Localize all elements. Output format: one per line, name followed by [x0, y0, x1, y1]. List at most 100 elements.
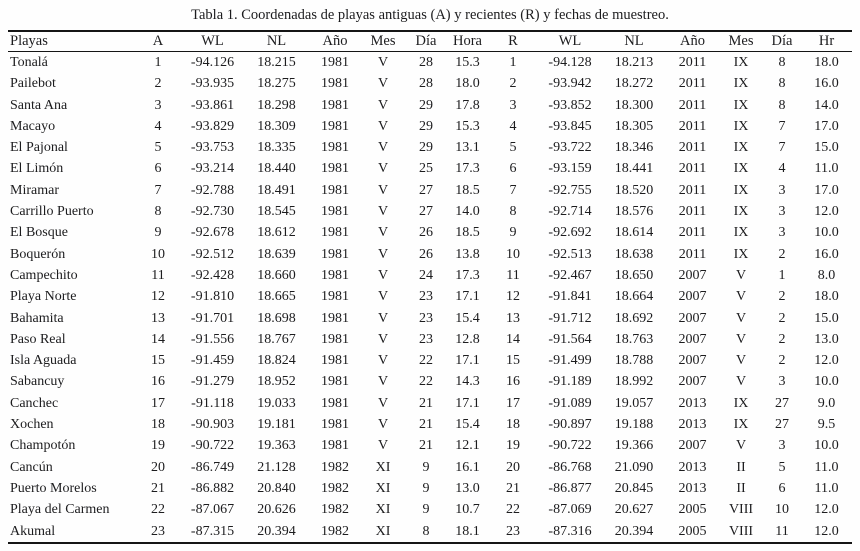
cell-playas: El Pajonal: [10, 140, 68, 156]
cell-wl-reciente: -93.852: [548, 97, 592, 113]
cell-hora-antigua: 15.3: [455, 118, 480, 134]
cell-hora-antigua: 13.1: [455, 140, 480, 156]
cell-mes-reciente: IX: [733, 225, 749, 241]
cell-nl-reciente: 18.992: [614, 374, 654, 390]
cell-wl-antigua: -87.067: [190, 502, 235, 518]
cell-wl-reciente: -86.877: [548, 480, 592, 496]
cell-playas: Xochen: [10, 417, 54, 433]
cell-playas: Paso Real: [10, 331, 66, 347]
cell-wl-reciente: -92.692: [548, 225, 592, 241]
cell-hora-antigua: 14.0: [455, 204, 480, 220]
cell-mes-reciente: V: [735, 374, 747, 390]
cell-dia-antigua: 21: [419, 417, 433, 433]
cell-dia-antigua: 27: [419, 182, 433, 198]
cell-a: 23: [151, 523, 165, 539]
cell-dia-antigua: 26: [419, 225, 433, 241]
cell-dia-reciente: 8: [778, 76, 786, 92]
cell-a: 4: [154, 118, 162, 134]
cell-playas: Champotón: [10, 438, 76, 454]
cell-ano-antigua: 1982: [321, 502, 349, 518]
cell-hora-antigua: 12.1: [455, 438, 480, 454]
cell-hr-reciente: 12.0: [814, 353, 839, 369]
cell-hr-reciente: 17.0: [814, 182, 839, 198]
cell-wl-reciente: -91.564: [548, 331, 592, 347]
cell-mes-reciente: IX: [733, 140, 749, 156]
cell-dia-antigua: 28: [419, 55, 433, 70]
cell-dia-reciente: 3: [778, 225, 786, 241]
cell-ano-reciente: 2011: [678, 182, 707, 198]
table-row: Tonalá 1 -94.126 18.215 1981 V 28 15.3 1 -94.128 1…: [8, 52, 852, 74]
cell-nl-antigua: 20.840: [257, 480, 296, 496]
cell-a: 3: [154, 97, 162, 113]
table-row: Xochen 18 -90.903 19.181 1981 V 21 15.4 18 -90.89…: [8, 414, 852, 435]
cell-wl-reciente: -92.714: [548, 204, 592, 220]
cell-r: 16: [506, 374, 520, 390]
cell-nl-reciente: 20.845: [614, 480, 654, 496]
cell-ano-antigua: 1981: [321, 97, 349, 113]
table-row: Miramar 7 -92.788 18.491 1981 V 27 18.5 7 -92.755…: [8, 180, 852, 201]
cell-ano-antigua: 1981: [321, 395, 349, 411]
cell-playas: Boquerón: [10, 246, 66, 262]
cell-playas: Santa Ana: [10, 97, 68, 113]
cell-nl-reciente: 21.090: [614, 459, 654, 475]
cell-nl-reciente: 18.213: [614, 55, 654, 70]
cell-a: 14: [151, 331, 165, 347]
table-row: Puerto Morelos 21 -86.882 20.840 1982 XI 9 13.0…: [8, 478, 852, 499]
column-header-hora-antigua: Hora: [453, 33, 482, 49]
cell-wl-reciente: -91.841: [548, 289, 592, 305]
column-header-ano-antigua: Año: [322, 33, 348, 49]
cell-mes-antigua: V: [377, 289, 389, 305]
cell-hr-reciente: 10.0: [814, 225, 839, 241]
cell-wl-reciente: -91.089: [548, 395, 592, 411]
cell-r: 20: [506, 459, 520, 475]
cell-nl-reciente: 18.576: [614, 204, 654, 220]
table-row: Sabancuy 16 -91.279 18.952 1981 V 22 14.3 16 -91.…: [8, 371, 852, 392]
cell-mes-antigua: V: [377, 267, 389, 283]
cell-dia-reciente: 2: [778, 331, 786, 347]
cell-wl-antigua: -93.935: [190, 76, 235, 92]
cell-hora-antigua: 17.1: [455, 289, 480, 305]
cell-dia-reciente: 2: [778, 289, 786, 305]
cell-hora-antigua: 18.1: [455, 523, 480, 539]
cell-dia-reciente: 27: [775, 417, 789, 433]
cell-r: 22: [506, 502, 520, 518]
cell-wl-antigua: -92.730: [190, 204, 235, 220]
cell-mes-reciente: VIII: [728, 502, 754, 518]
cell-hr-reciente: 9.0: [817, 395, 836, 411]
cell-nl-antigua: 21.128: [257, 459, 296, 475]
cell-wl-antigua: -87.315: [190, 523, 235, 539]
cell-mes-reciente: IX: [733, 182, 749, 198]
cell-nl-antigua: 18.824: [257, 353, 296, 369]
cell-dia-reciente: 4: [778, 161, 786, 177]
cell-wl-reciente: -90.897: [548, 417, 592, 433]
table-row: Canchec 17 -91.118 19.033 1981 V 21 17.1 17 -91.0…: [8, 393, 852, 414]
cell-a: 11: [151, 267, 165, 283]
cell-nl-antigua: 18.298: [257, 97, 296, 113]
cell-ano-antigua: 1981: [321, 267, 349, 283]
cell-a: 19: [151, 438, 165, 454]
cell-ano-antigua: 1981: [321, 225, 349, 241]
cell-dia-reciente: 2: [778, 310, 786, 326]
cell-playas: Macayo: [10, 118, 56, 134]
table-row: Bahamita 13 -91.701 18.698 1981 V 23 15.4 13 -91.…: [8, 308, 852, 329]
cell-nl-reciente: 20.394: [614, 523, 654, 539]
cell-dia-reciente: 6: [778, 480, 786, 496]
table-row: Akumal 23 -87.315 20.394 1982 XI 8 18.1 23 -87.31…: [8, 521, 852, 543]
cell-wl-antigua: -91.279: [190, 374, 235, 390]
cell-a: 12: [151, 289, 165, 305]
cell-wl-antigua: -92.428: [190, 267, 235, 283]
cell-mes-antigua: V: [377, 310, 389, 326]
cell-playas: Playa Norte: [10, 289, 77, 305]
cell-nl-reciente: 19.366: [614, 438, 654, 454]
cell-mes-antigua: V: [377, 353, 389, 369]
cell-mes-reciente: V: [735, 267, 747, 283]
cell-mes-antigua: V: [377, 246, 389, 262]
cell-playas: Miramar: [10, 182, 59, 198]
cell-wl-antigua: -90.903: [190, 417, 235, 433]
column-header-wl-antigua: WL: [201, 33, 224, 49]
cell-ano-antigua: 1981: [321, 331, 349, 347]
cell-hora-antigua: 17.3: [455, 161, 480, 177]
cell-nl-antigua: 20.626: [257, 502, 296, 518]
cell-dia-antigua: 24: [419, 267, 433, 283]
cell-wl-antigua: -91.701: [190, 310, 235, 326]
